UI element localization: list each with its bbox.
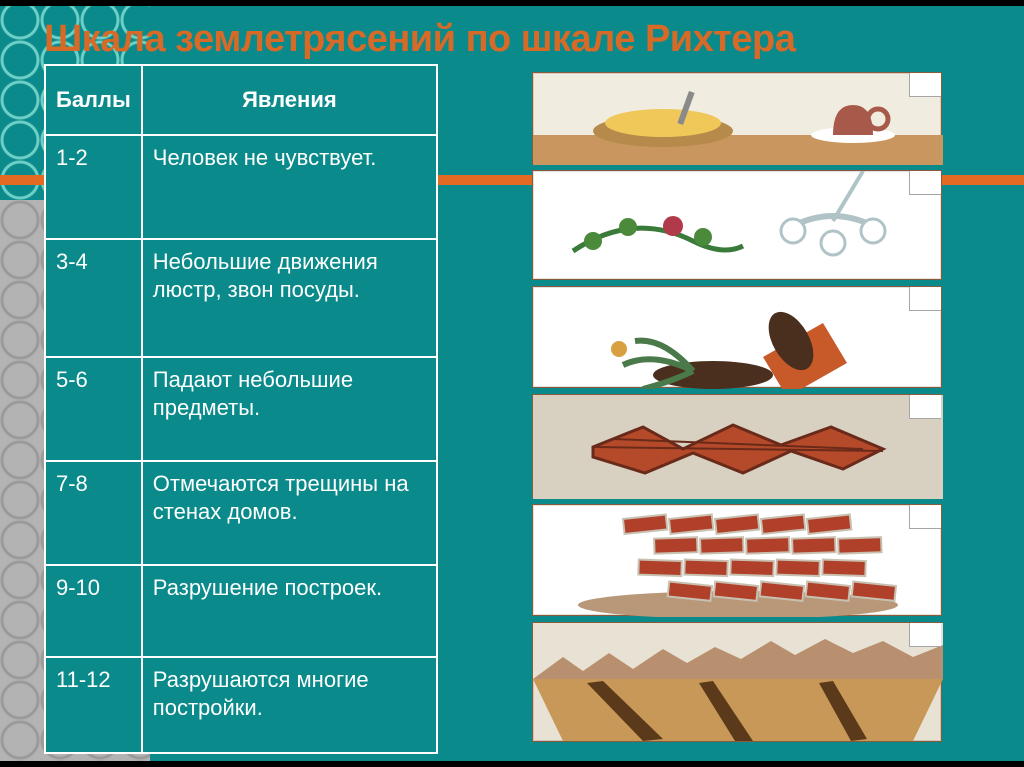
richter-scale-table: Баллы Явления 1-2Человек не чувствует.3-… bbox=[44, 64, 438, 754]
illustration-fallen-flowerpot bbox=[532, 286, 942, 388]
illustration-bowl-cup-on-table bbox=[532, 72, 942, 164]
cell-score: 9-10 bbox=[45, 565, 142, 657]
illustration-chandelier-flowers bbox=[532, 170, 942, 280]
illustration-corner-tab bbox=[909, 395, 941, 419]
black-margin-top bbox=[0, 0, 1024, 6]
cell-desc: Небольшие движения люстр, звон посуды. bbox=[142, 239, 437, 357]
cell-score: 11-12 bbox=[45, 657, 142, 753]
table-row: 3-4Небольшие движения люстр, звон посуды… bbox=[45, 239, 437, 357]
illustration-brick-collapse bbox=[532, 504, 942, 616]
table-row: 9-10Разрушение построек. bbox=[45, 565, 437, 657]
cell-desc: Разрушаются многие постройки. bbox=[142, 657, 437, 753]
cell-score: 7-8 bbox=[45, 461, 142, 565]
cell-score: 3-4 bbox=[45, 239, 142, 357]
table-header-row: Баллы Явления bbox=[45, 65, 437, 135]
slide-title: Шкала землетрясений по шкале Рихтера bbox=[44, 18, 795, 61]
cell-desc: Разрушение построек. bbox=[142, 565, 437, 657]
illustrations-column bbox=[532, 72, 942, 748]
cell-desc: Человек не чувствует. bbox=[142, 135, 437, 239]
illustration-wall-crack bbox=[532, 394, 942, 498]
illustration-corner-tab bbox=[909, 623, 941, 647]
illustration-corner-tab bbox=[909, 73, 941, 97]
cell-desc: Падают небольшие предметы. bbox=[142, 357, 437, 461]
illustration-corner-tab bbox=[909, 171, 941, 195]
illustration-corner-tab bbox=[909, 505, 941, 529]
cell-score: 1-2 bbox=[45, 135, 142, 239]
cell-score: 5-6 bbox=[45, 357, 142, 461]
black-margin-bottom bbox=[0, 761, 1024, 767]
cell-desc: Отмечаются трещины на стенах домов. bbox=[142, 461, 437, 565]
header-desc: Явления bbox=[142, 65, 437, 135]
slide-root: Шкала землетрясений по шкале Рихтера Бал… bbox=[0, 0, 1024, 767]
table-row: 11-12Разрушаются многие постройки. bbox=[45, 657, 437, 753]
table-row: 7-8Отмечаются трещины на стенах домов. bbox=[45, 461, 437, 565]
illustration-corner-tab bbox=[909, 287, 941, 311]
table-row: 1-2Человек не чувствует. bbox=[45, 135, 437, 239]
illustration-city-ruins-fissure bbox=[532, 622, 942, 742]
header-score: Баллы bbox=[45, 65, 142, 135]
table-row: 5-6Падают небольшие предметы. bbox=[45, 357, 437, 461]
